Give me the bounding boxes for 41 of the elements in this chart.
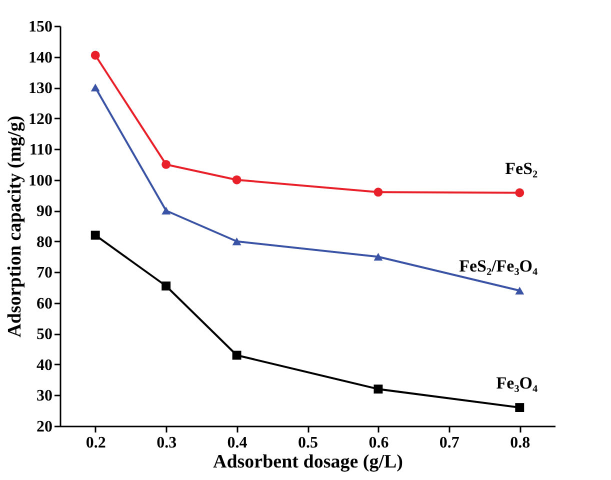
x-tick-label: 0.6	[368, 434, 389, 452]
x-tick-label: 0.3	[156, 434, 177, 452]
x-tick-label: 0.7	[439, 434, 460, 452]
point	[90, 84, 100, 92]
y-tick-label: 150	[28, 18, 52, 36]
y-tick-label: 30	[36, 388, 52, 405]
y-tick-label: 50	[36, 326, 52, 344]
point	[232, 238, 242, 246]
point	[232, 350, 242, 360]
point	[374, 252, 383, 261]
point	[515, 286, 524, 294]
y-tick-label: 60	[36, 295, 52, 312]
y-tick-label: 70	[36, 264, 52, 282]
point	[162, 282, 171, 290]
point	[232, 175, 242, 184]
point	[90, 230, 100, 240]
y-tick-label: 20	[36, 418, 52, 436]
y-tick-label: 130	[28, 80, 52, 98]
x-axis-title: Adsorbent dosage (g/L)	[212, 452, 404, 472]
y-tick-label: 110	[29, 142, 52, 159]
y-axis-title: Adsorption capacity (mg/g)	[4, 116, 26, 338]
series-label: FeS₂/Fe₃O₄	[459, 256, 538, 276]
point	[374, 188, 383, 197]
point	[162, 206, 171, 214]
y-tick-label: 80	[36, 234, 52, 251]
y-tick-label: 140	[28, 49, 52, 66]
x-tick-label: 0.5	[298, 434, 318, 452]
y-tick-label: 90	[36, 203, 52, 220]
point	[162, 160, 171, 169]
y-tick-label: 40	[36, 356, 52, 374]
point	[374, 384, 383, 394]
point	[515, 188, 524, 198]
point	[90, 50, 100, 60]
x-tick-label: 0.4	[227, 434, 248, 452]
y-tick-label: 120	[28, 110, 52, 128]
y-tick-label: 100	[28, 172, 52, 190]
x-tick-label: 0.8	[510, 434, 530, 452]
x-tick-label: 0.2	[86, 434, 106, 452]
series-label: Fe₃O₄	[496, 374, 538, 393]
point	[515, 403, 524, 412]
series-label: FeS₂	[505, 158, 538, 178]
